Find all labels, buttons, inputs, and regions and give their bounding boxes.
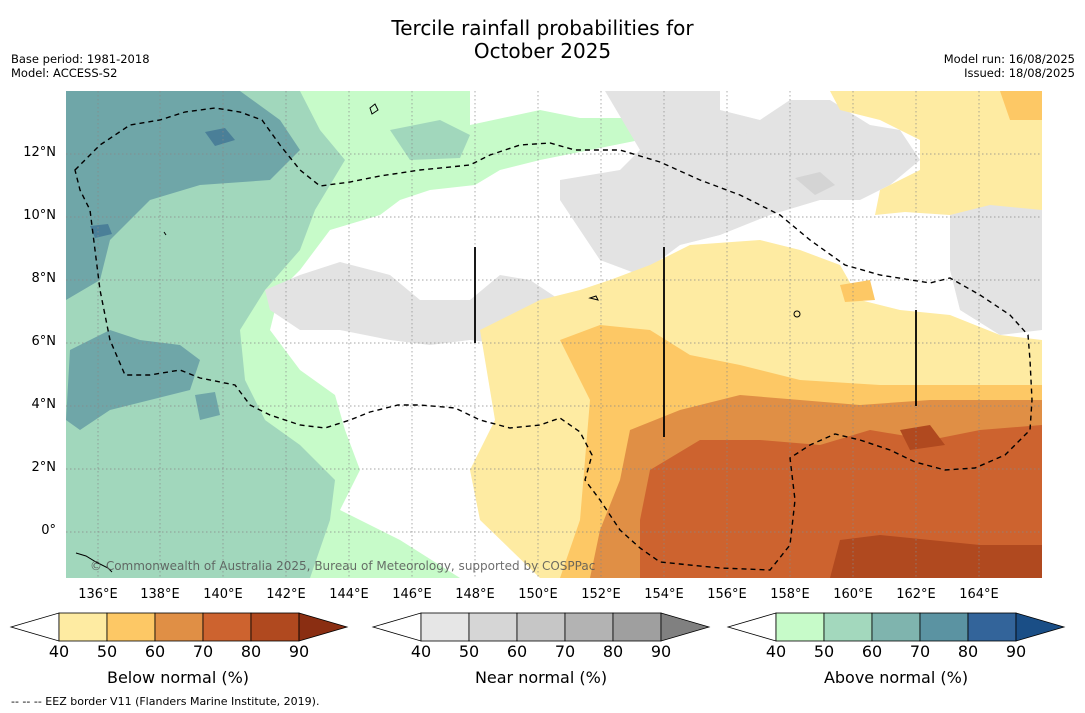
model-label: Model: ACCESS-S2 — [11, 66, 118, 80]
lon-label-160e: 160°E — [833, 587, 873, 602]
colorbar-below-tick: 70 — [192, 642, 214, 661]
boundary-lines — [474, 247, 917, 437]
near-normal-50-region-ne — [740, 125, 880, 180]
map-title-line2: October 2025 — [473, 39, 612, 63]
below-normal-60-region-patch — [840, 280, 875, 302]
lon-label-144e: 144°E — [329, 587, 369, 602]
colorbar-near-segment — [612, 612, 662, 642]
colorbar-near-tick: 60 — [506, 642, 528, 661]
colorbar-label-above: Above normal (%) — [823, 668, 969, 687]
colorbar-above-tick: 60 — [861, 642, 883, 661]
colorbar-above-segment — [775, 612, 825, 642]
above-normal-80-region — [205, 128, 235, 146]
near-normal-60-region — [795, 172, 835, 195]
lon-label-136e: 136°E — [78, 587, 118, 602]
colorbar-below-segment — [250, 612, 300, 642]
colorbar-above-tick: 90 — [1005, 642, 1027, 661]
graticule — [66, 91, 1042, 578]
lon-label-164e: 164°E — [959, 587, 999, 602]
lon-label-148e: 148°E — [455, 587, 495, 602]
colorbar-below-segment — [202, 612, 252, 642]
base-period-label: Base period: 1981-2018 — [11, 52, 150, 66]
colorbar-above-tick: 50 — [813, 642, 835, 661]
above-normal-60-region-patch — [390, 120, 470, 160]
islands — [75, 103, 801, 573]
near-normal-50-region-east — [950, 200, 1042, 335]
colorbar-above-segment — [967, 612, 1017, 642]
colorbar-below-segment — [106, 612, 156, 642]
lon-label-146e: 146°E — [392, 587, 432, 602]
lat-label-10n: 10°N — [23, 208, 56, 223]
colorbar-near-segment — [516, 612, 566, 642]
near-normal-50-region-central — [265, 262, 560, 345]
colorbar-near-max-triangle — [660, 612, 711, 642]
colorbar-near-segment — [468, 612, 518, 642]
lon-label-142e: 142°E — [266, 587, 306, 602]
lon-label-156e: 156°E — [707, 587, 747, 602]
above-normal-70-region — [66, 91, 300, 300]
model-run-label: Model run: 16/08/2025 — [943, 52, 1075, 66]
lon-label-158e: 158°E — [770, 587, 810, 602]
eez-legend-note: -- -- -- EEZ border V11 (Flanders Marine… — [11, 695, 320, 708]
colorbar-below-segment — [154, 612, 204, 642]
below-normal-80-region — [640, 425, 1042, 578]
lon-label-140e: 140°E — [203, 587, 243, 602]
colorbar-below-tick: 60 — [144, 642, 166, 661]
colorbar-near-tick: 90 — [650, 642, 672, 661]
below-normal-90-region-patch — [900, 425, 945, 450]
lon-label-138e: 138°E — [140, 587, 180, 602]
colorbar-near-segment — [420, 612, 470, 642]
lat-label-2n: 2°N — [31, 460, 57, 475]
above-normal-70-region-south — [66, 330, 200, 430]
lon-label-154e: 154°E — [644, 587, 684, 602]
colorbar-above-segment — [919, 612, 969, 642]
colorbar-above-min-triangle — [726, 612, 777, 642]
above-normal-70-region-patch — [195, 392, 220, 420]
lon-label-152e: 152°E — [581, 587, 621, 602]
colorbar-above-tick: 70 — [909, 642, 931, 661]
issued-label: Issued: 18/08/2025 — [964, 66, 1075, 80]
copyright-watermark: © Commonwealth of Australia 2025, Bureau… — [90, 559, 596, 573]
colorbar-below-tick: 40 — [48, 642, 70, 661]
lat-label-8n: 8°N — [31, 271, 57, 286]
colorbar-above-segment — [823, 612, 873, 642]
below-normal-60-region-ne — [1000, 91, 1042, 120]
colorbar-below-tick: 80 — [240, 642, 262, 661]
colorbar-below-max-triangle — [298, 612, 349, 642]
colorbar-label-near: Near normal (%) — [474, 668, 608, 687]
below-normal-90-region — [830, 535, 1042, 578]
colorbar-near-min-triangle — [371, 612, 422, 642]
lat-label-12n: 12°N — [23, 145, 56, 160]
colorbar-above-tick: 80 — [957, 642, 979, 661]
colorbar-near-tick: 70 — [554, 642, 576, 661]
eez-border — [74, 107, 1033, 571]
colorbar-label-below: Below normal (%) — [106, 668, 250, 687]
colorbar-above-max-triangle — [1015, 612, 1066, 642]
lon-label-150e: 150°E — [518, 587, 558, 602]
colorbar-near-tick: 40 — [410, 642, 432, 661]
colorbar-below-tick: 90 — [288, 642, 310, 661]
colorbar-below-segment — [58, 612, 108, 642]
lat-label-6n: 6°N — [31, 334, 57, 349]
colorbar-below-min-triangle — [9, 612, 60, 642]
lon-label-162e: 162°E — [896, 587, 936, 602]
lat-label-0: 0° — [41, 523, 56, 538]
colorbar-below-tick: 50 — [96, 642, 118, 661]
colorbar-near-tick: 80 — [602, 642, 624, 661]
colorbar-above-segment — [871, 612, 921, 642]
colorbar-above-tick: 40 — [765, 642, 787, 661]
map-title-line1: Tercile rainfall probabilities for — [391, 16, 694, 40]
below-normal-50-region-ne — [830, 91, 1042, 215]
colorbar-near-tick: 50 — [458, 642, 480, 661]
above-normal-80-region-2 — [90, 224, 112, 238]
lat-label-4n: 4°N — [31, 397, 57, 412]
colorbar-near-segment — [564, 612, 614, 642]
